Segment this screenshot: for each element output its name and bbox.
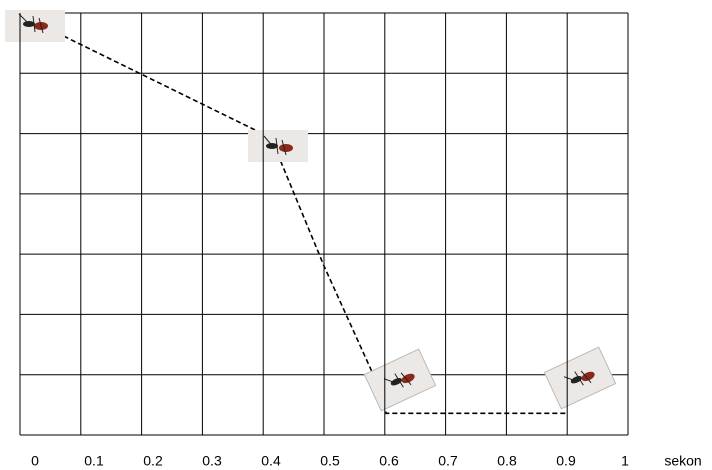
x-tick-label: 0.9 xyxy=(556,453,576,469)
x-tick-label: 0.3 xyxy=(202,453,222,469)
x-tick-label: 0.8 xyxy=(497,453,517,469)
x-tick-label: 0.5 xyxy=(320,453,340,469)
x-tick-label: 0.1 xyxy=(84,453,104,469)
x-tick-label: 0.4 xyxy=(261,453,281,469)
path-line xyxy=(34,21,566,415)
x-tick-label: 0.2 xyxy=(143,453,163,469)
ant-icons xyxy=(5,10,617,412)
x-tick-label: 0.6 xyxy=(379,453,399,469)
x-tick-label: 1 xyxy=(621,453,629,469)
x-tick-label: 0.7 xyxy=(438,453,458,469)
x-tick-label: 0 xyxy=(31,453,39,469)
x-axis-label: sekon xyxy=(664,453,701,469)
